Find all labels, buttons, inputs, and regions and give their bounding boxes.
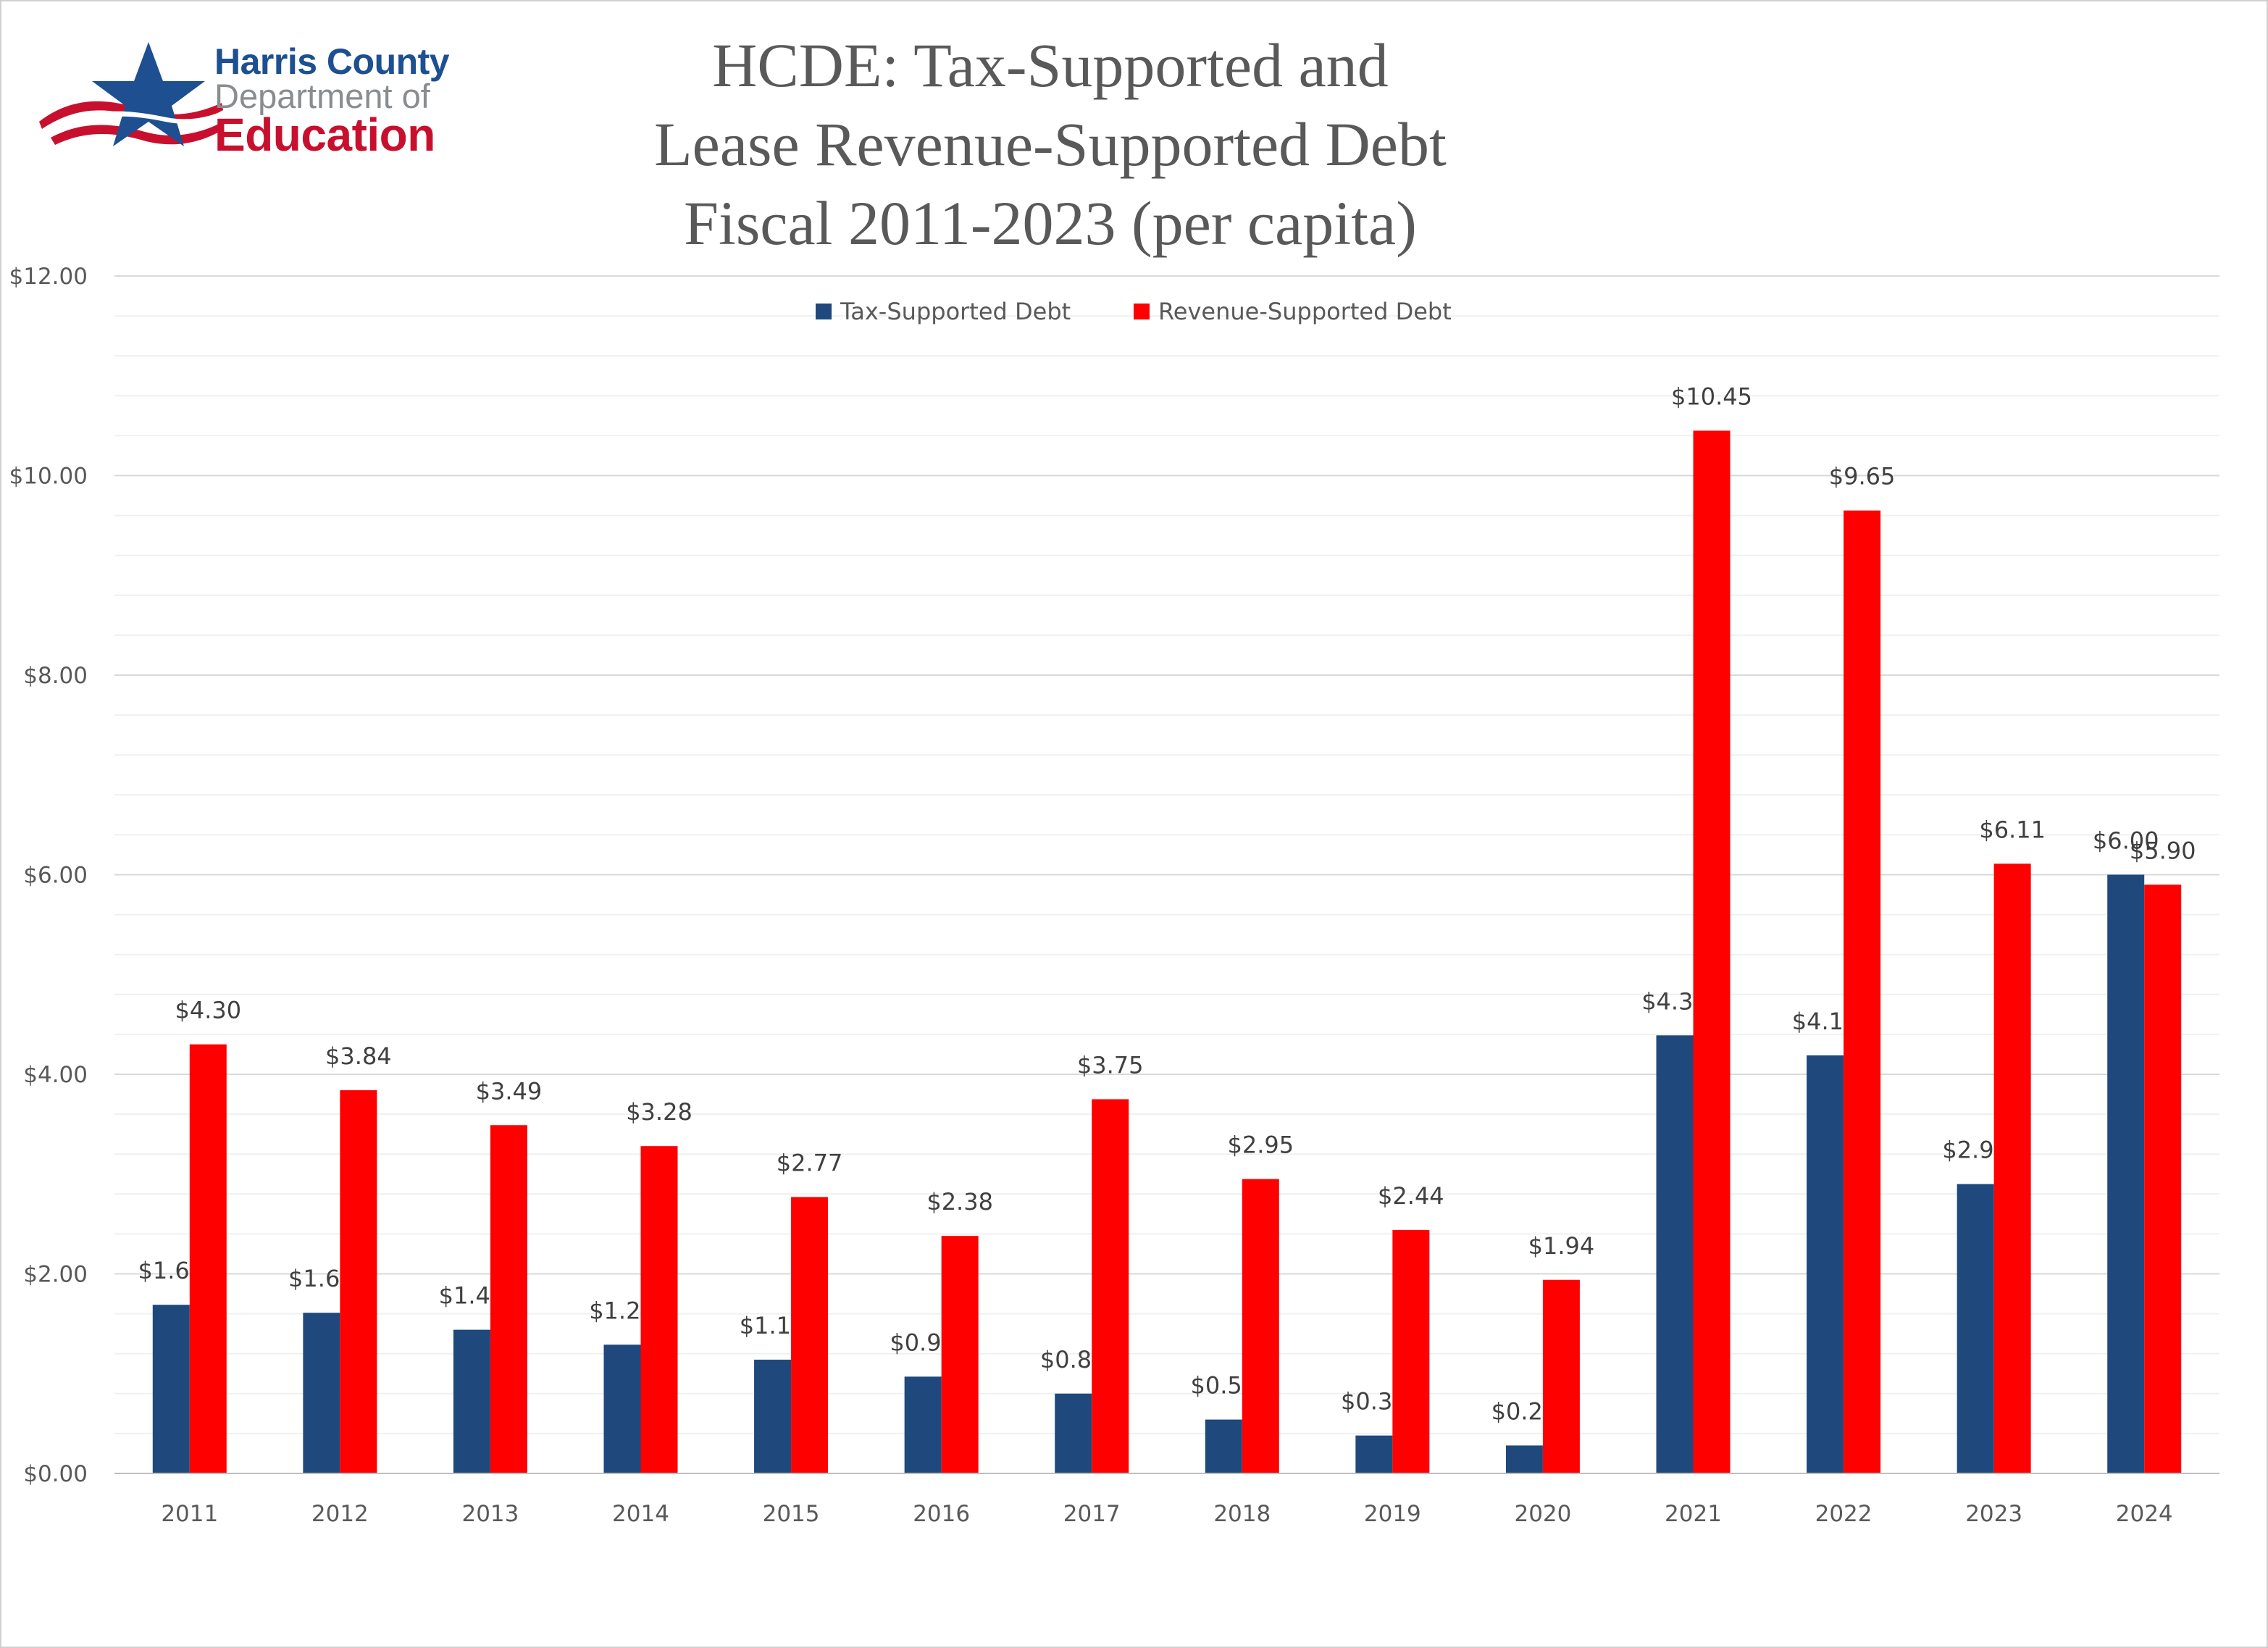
tax-supported-bar: [453, 1329, 490, 1473]
tax-supported-bar: [1055, 1393, 1092, 1473]
revenue-supported-data-label: $3.28: [626, 1098, 692, 1126]
x-tick-label: 2013: [461, 1501, 519, 1527]
revenue-supported-bar: [1844, 510, 1881, 1473]
revenue-supported-bar: [941, 1236, 979, 1473]
revenue-supported-data-label: $3.84: [325, 1042, 392, 1070]
chart-title: HCDE: Tax-Supported and Lease Revenue-Su…: [551, 26, 1550, 263]
logo-text-department-of: Department of: [214, 77, 430, 115]
revenue-supported-data-label: $9.65: [1829, 463, 1896, 490]
revenue-supported-bar: [791, 1197, 829, 1473]
legend-swatch-revenue-supported: [1134, 304, 1150, 319]
revenue-supported-data-label: $2.95: [1227, 1132, 1294, 1159]
revenue-supported-bar: [1242, 1179, 1279, 1473]
revenue-supported-data-label: $10.45: [1671, 383, 1752, 411]
x-tick-label: 2023: [1965, 1501, 2022, 1527]
logo-star: [92, 42, 205, 146]
x-tick-label: 2015: [763, 1501, 820, 1527]
revenue-supported-bar: [1993, 863, 2031, 1473]
tax-supported-bar: [303, 1313, 340, 1473]
revenue-supported-bar: [1392, 1229, 1430, 1473]
y-tick-label: $12.00: [9, 264, 88, 290]
chart-title-line-3: Fiscal 2011-2023 (per capita): [684, 188, 1417, 258]
y-tick-label: $8.00: [23, 663, 88, 689]
tax-supported-bar: [603, 1344, 641, 1473]
legend-swatch-tax-supported: [816, 304, 832, 319]
logo-text-harris-county: Harris County: [214, 41, 450, 82]
x-tick-label: 2018: [1213, 1501, 1271, 1527]
chart-title-line-2: Lease Revenue-Supported Debt: [654, 109, 1447, 179]
tax-supported-bar: [1205, 1419, 1242, 1473]
x-tick-label: 2020: [1514, 1501, 1571, 1527]
revenue-supported-data-label: $2.44: [1378, 1182, 1444, 1210]
y-tick-label: $0.00: [23, 1461, 88, 1487]
x-tick-label: 2012: [311, 1501, 369, 1527]
revenue-supported-bar: [640, 1146, 678, 1473]
tax-supported-bar: [1355, 1435, 1393, 1473]
tax-supported-bar: [904, 1376, 942, 1473]
revenue-supported-bar: [340, 1090, 377, 1473]
revenue-supported-bar: [1092, 1099, 1129, 1473]
tax-supported-bar: [1656, 1035, 1694, 1473]
y-tick-label: $10.00: [9, 464, 88, 490]
legend-label-tax-supported: Tax-Supported Debt: [840, 298, 1071, 325]
revenue-supported-data-label: $6.11: [1979, 816, 2046, 843]
x-tick-label: 2022: [1815, 1501, 1872, 1527]
logo-stripe-white: [80, 111, 222, 124]
revenue-supported-data-label: $2.38: [926, 1188, 993, 1216]
star-stripes-logo-icon: [39, 42, 223, 146]
tax-supported-bar: [1505, 1445, 1543, 1473]
revenue-supported-data-label: $3.75: [1077, 1051, 1144, 1079]
x-tick-label: 2014: [612, 1501, 669, 1527]
revenue-supported-data-label: $1.94: [1528, 1232, 1595, 1260]
legend-label-revenue-supported: Revenue-Supported Debt: [1158, 298, 1452, 325]
revenue-supported-bar: [1693, 430, 1731, 1474]
tax-supported-bar: [1957, 1184, 1994, 1473]
revenue-supported-bar: [1542, 1279, 1580, 1473]
hcde-logo: Harris County Department of Education: [36, 36, 471, 161]
tax-supported-data-label: $6.00: [2093, 827, 2159, 855]
x-tick-label: 2019: [1364, 1501, 1421, 1527]
revenue-supported-data-label: $4.30: [175, 997, 241, 1024]
x-tick-label: 2016: [913, 1501, 970, 1527]
revenue-supported-data-label: $5.90: [2130, 837, 2196, 864]
tax-supported-bar: [2107, 874, 2145, 1473]
chart-title-line-1: HCDE: Tax-Supported and: [712, 30, 1389, 100]
logo-text-education: Education: [214, 109, 435, 161]
y-tick-label: $4.00: [23, 1062, 88, 1088]
tax-supported-bar: [754, 1359, 792, 1473]
tax-supported-bar: [152, 1305, 190, 1473]
y-tick-label: $6.00: [23, 863, 88, 889]
revenue-supported-data-label: $3.49: [476, 1077, 543, 1105]
revenue-supported-bar: [189, 1044, 227, 1473]
revenue-supported-data-label: $2.77: [777, 1149, 843, 1176]
revenue-supported-bar: [2144, 884, 2182, 1473]
tax-supported-bar: [1807, 1055, 1844, 1473]
revenue-supported-bar: [490, 1125, 527, 1473]
x-tick-label: 2024: [2116, 1501, 2173, 1527]
x-tick-label: 2021: [1665, 1501, 1722, 1527]
x-tick-label: 2011: [161, 1501, 218, 1527]
x-tick-label: 2017: [1063, 1501, 1121, 1527]
y-tick-label: $2.00: [23, 1262, 88, 1288]
